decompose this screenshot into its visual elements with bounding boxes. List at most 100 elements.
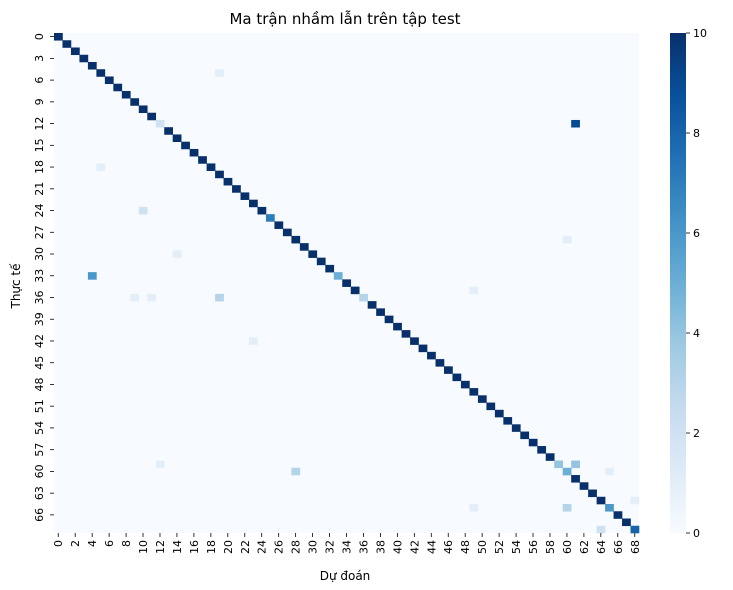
y-tick-label: 18 <box>33 160 46 174</box>
x-tick-label: 60 <box>561 540 574 554</box>
heatmap-cell <box>70 47 80 56</box>
heatmap-cell <box>138 105 148 114</box>
y-tick-label: 57 <box>33 443 46 457</box>
heatmap-cell <box>215 170 224 179</box>
heatmap-cell <box>308 250 318 258</box>
x-tick-label: 28 <box>290 540 303 554</box>
y-tick-label: 51 <box>33 399 46 413</box>
heatmap-cell <box>79 54 89 63</box>
heatmap-cell <box>316 257 326 266</box>
heatmap-cell <box>291 235 301 244</box>
y-axis-ticks: 0369121518212427303336394245485154576063… <box>33 33 54 522</box>
y-tick-label: 9 <box>33 98 46 105</box>
x-tick-label: 52 <box>493 540 506 554</box>
heatmap-cell <box>613 511 623 519</box>
x-tick-label: 62 <box>578 540 591 554</box>
y-tick-label: 12 <box>33 117 46 131</box>
heatmap-cell <box>418 344 428 353</box>
colorbar-ticks: 0 2 4 6 8 10 <box>686 27 707 540</box>
x-tick-label: 36 <box>357 540 370 554</box>
y-tick-label: 54 <box>33 421 46 435</box>
y-tick-label: 36 <box>33 290 46 304</box>
heatmap-cell <box>503 417 513 425</box>
x-tick-label: 22 <box>239 540 252 554</box>
heatmap-cell <box>630 525 640 534</box>
heatmap-cell <box>147 112 157 121</box>
heatmap-cell <box>554 460 563 469</box>
y-tick-label: 21 <box>33 182 46 196</box>
colorbar-tick-label: 2 <box>693 427 700 440</box>
heatmap-cell <box>528 438 538 447</box>
y-tick-label: 3 <box>33 55 46 62</box>
x-tick-label: 68 <box>629 540 642 554</box>
colorbar <box>670 33 686 533</box>
heatmap-cell <box>477 395 487 403</box>
colorbar-tick-label: 0 <box>693 527 700 540</box>
y-tick-label: 33 <box>33 269 46 283</box>
heatmap-cell <box>469 286 479 295</box>
heatmap-cell <box>333 272 343 280</box>
y-tick-label: 63 <box>33 486 46 500</box>
heatmap-cell <box>562 235 572 244</box>
x-tick-label: 54 <box>510 540 523 554</box>
x-tick-label: 38 <box>374 540 387 554</box>
heatmap-cell <box>596 496 606 505</box>
heatmap-cell <box>291 467 301 476</box>
x-tick-label: 48 <box>459 540 472 554</box>
y-tick-label: 24 <box>33 204 46 218</box>
heatmap-cell <box>494 409 504 418</box>
heatmap-cell <box>562 504 572 512</box>
heatmap-cell <box>469 504 479 512</box>
heatmap-cell <box>189 148 199 157</box>
heatmap-cell <box>54 33 63 41</box>
heatmap-cell <box>155 119 165 128</box>
y-tick-label: 6 <box>33 77 46 84</box>
heatmap-cell <box>215 69 224 77</box>
x-tick-label: 26 <box>273 540 286 554</box>
heatmap-cell <box>96 163 106 171</box>
heatmap-cell <box>198 156 207 164</box>
y-tick-label: 42 <box>33 334 46 348</box>
heatmap-cell <box>147 293 157 302</box>
heatmap-cell <box>401 330 411 338</box>
heatmap-cell <box>342 279 352 287</box>
heatmap-cell <box>121 90 131 99</box>
heatmap-cell <box>444 366 453 374</box>
heatmap-cell <box>511 424 521 432</box>
heatmap-cell <box>164 127 173 135</box>
y-tick-label: 66 <box>33 508 46 522</box>
x-tick-label: 58 <box>544 540 557 554</box>
x-tick-label: 16 <box>188 540 201 554</box>
heatmap-cell <box>299 243 309 251</box>
heatmap-cell <box>410 337 419 345</box>
x-tick-label: 42 <box>408 540 421 554</box>
x-tick-label: 40 <box>391 540 404 554</box>
heatmap-cell <box>113 83 123 92</box>
heatmap-cell <box>486 402 496 411</box>
heatmap-cell <box>579 482 589 490</box>
x-tick-label: 6 <box>103 540 116 547</box>
x-tick-label: 14 <box>171 540 184 554</box>
heatmap-cell <box>571 475 580 483</box>
y-tick-label: 48 <box>33 377 46 391</box>
heatmap-cell <box>96 69 106 77</box>
x-tick-label: 18 <box>205 540 218 554</box>
heatmap-cell <box>562 467 572 476</box>
heatmap-cell <box>282 228 292 237</box>
heatmap-cell <box>206 163 216 171</box>
heatmap-cell <box>257 206 267 215</box>
y-tick-label: 45 <box>33 356 46 370</box>
y-axis-label: Thực tế <box>9 263 23 310</box>
heatmap-cell <box>469 388 479 396</box>
x-tick-label: 24 <box>256 540 269 554</box>
x-tick-label: 34 <box>341 540 354 554</box>
x-tick-label: 46 <box>442 540 455 554</box>
heatmap-cell <box>359 293 368 302</box>
x-tick-label: 4 <box>86 540 99 547</box>
heatmap-cell <box>460 380 470 389</box>
y-tick-label: 30 <box>33 247 46 261</box>
heatmap-cell <box>367 301 377 309</box>
heatmap-cell <box>87 272 97 280</box>
heatmap-cell <box>240 192 250 200</box>
